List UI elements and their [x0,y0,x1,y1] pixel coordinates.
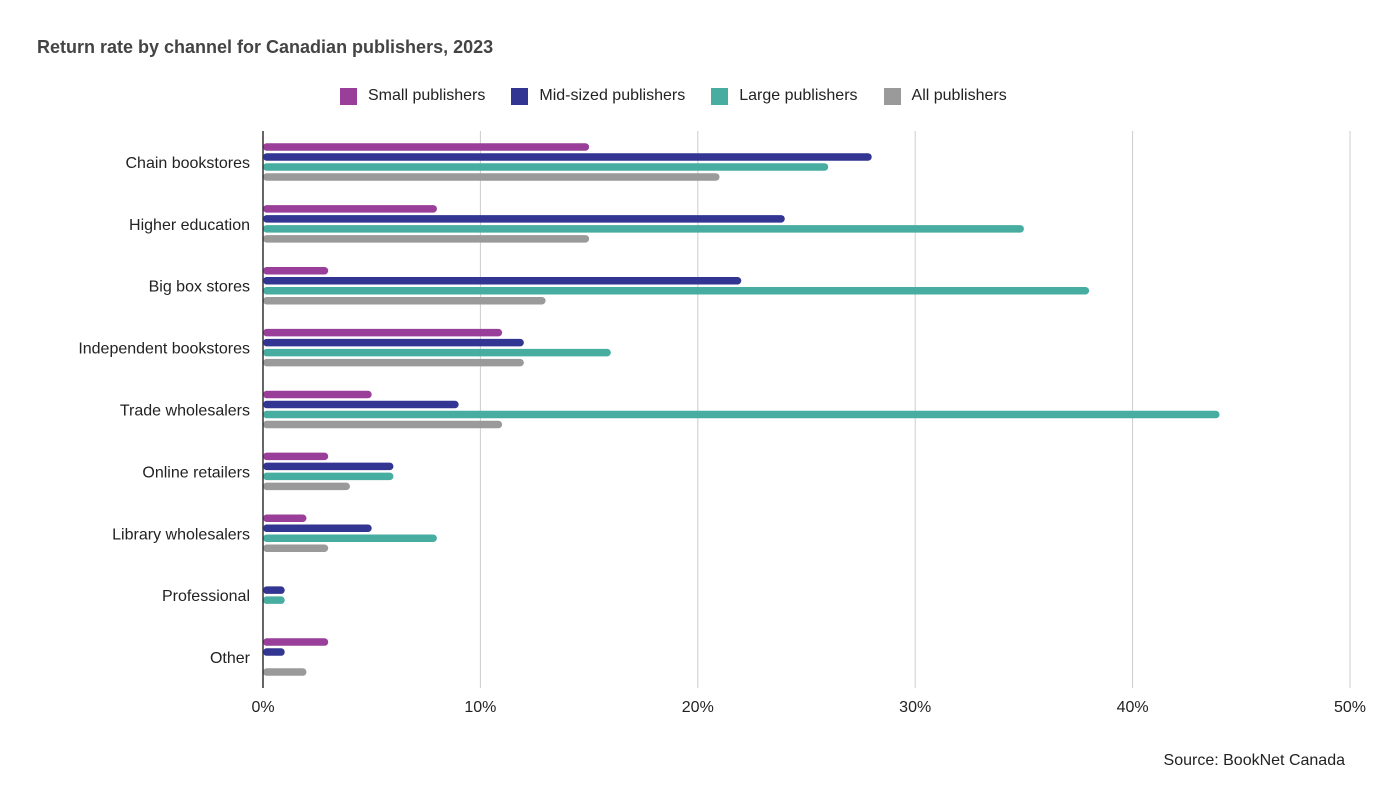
legend-swatch [883,87,901,105]
bar [263,400,459,409]
y-tick-label: Chain bookstores [125,155,250,172]
legend-label: Small publishers [368,87,486,104]
bar [263,153,872,161]
bar [263,348,611,357]
bar [263,173,720,181]
legend-label: All publishers [911,87,1007,104]
bar [263,338,524,347]
bar [263,215,785,223]
bar [263,514,307,523]
bar [263,225,1024,233]
legend-swatch [711,87,729,105]
bar [263,586,285,594]
y-tick-label: Independent bookstores [78,341,250,358]
bar [263,328,503,337]
gridlines [479,131,1351,688]
bar [263,276,742,285]
legend-item: Large publishers [711,87,858,105]
bar [263,638,329,646]
bar [263,163,829,171]
y-tick-label: Higher education [129,217,250,234]
bar [263,482,350,491]
bar [263,452,329,461]
y-tick-label: Big box stores [149,279,250,296]
bar [263,143,590,151]
bar [263,596,285,604]
bar [263,462,394,471]
legend-item: Small publishers [340,87,485,105]
y-tick-label: Library wholesalers [112,526,250,543]
bar [263,544,329,553]
bar [263,286,1090,295]
bar [263,410,1220,419]
bar [263,266,329,275]
bar [263,524,372,533]
bar [263,420,503,429]
x-tick-label: 40% [1117,699,1149,716]
legend-item: Mid-sized publishers [511,87,685,105]
y-tick-label: Professional [162,588,250,605]
bar [263,534,437,543]
bar [263,296,546,305]
x-tick-label: 50% [1334,699,1366,716]
bar [263,668,307,676]
y-tick-label: Trade wholesalers [120,403,250,420]
x-tick-label: 10% [464,699,496,716]
x-tick-label: 30% [899,699,931,716]
legend: Small publishers Mid-sized publishers Larg… [340,86,1033,106]
bar [263,390,372,399]
legend-swatch [511,87,529,105]
bars [263,143,1220,676]
tick-labels: 0% 10% 20% 30% 40% 50% Chain bookstores Higher … [78,155,1366,716]
x-tick-label: 20% [682,699,714,716]
bar [263,235,590,243]
chart-source: Source: BookNet Canada [1163,752,1345,769]
chart-title: Return rate by channel for Canadian publ… [37,37,494,57]
y-tick-label: Online retailers [142,464,250,481]
legend-item: All publishers [883,87,1007,105]
bar [263,472,394,481]
legend-swatch [340,87,357,105]
legend-label: Large publishers [739,87,858,104]
legend-label: Mid-sized publishers [539,87,686,104]
bar [263,205,437,213]
bar [263,648,285,656]
x-tick-label: 0% [251,699,274,716]
y-tick-label: Other [210,650,251,667]
bar [263,358,524,367]
